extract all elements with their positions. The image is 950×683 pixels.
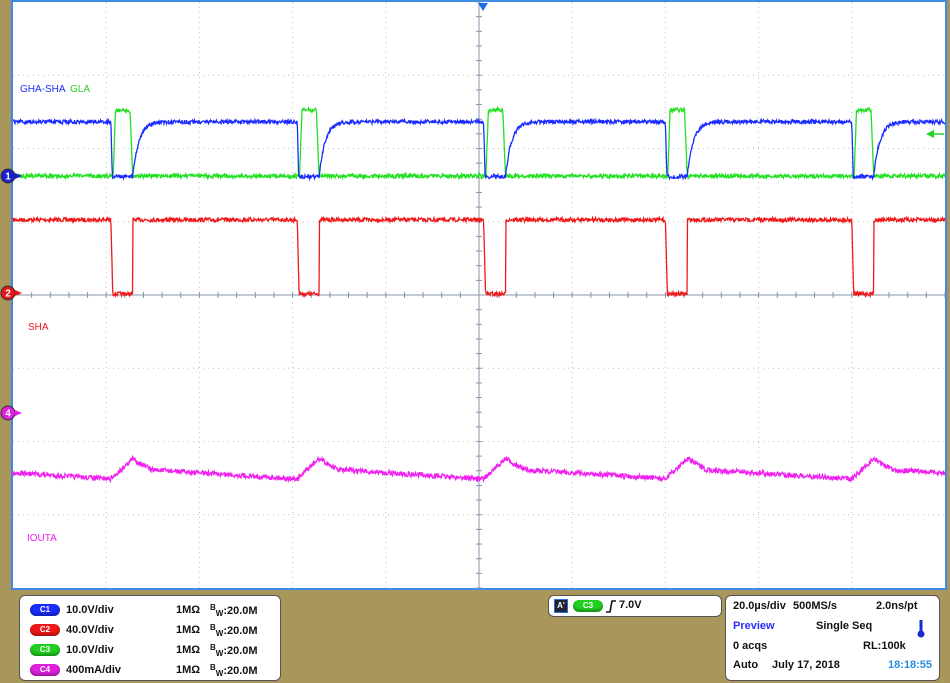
channel-badge: C1: [30, 604, 60, 616]
input-impedance: 1MΩ: [176, 624, 201, 636]
trace-sha: [12, 215, 946, 299]
trigger-position-marker[interactable]: [478, 3, 488, 11]
bandwidth-limit: BW:20.0M: [210, 602, 258, 618]
channel-row-3[interactable]: C3 10.0V/div 1MΩ BW:20.0M: [30, 642, 258, 658]
vertical-scale: 10.0V/div: [66, 604, 114, 616]
channel-markers: 1 2 4: [0, 168, 22, 421]
trigger-level-marker[interactable]: [926, 130, 934, 138]
label-gha-sha: GHA-SHA: [20, 84, 66, 95]
sample-rate: 500MS/s: [793, 600, 838, 612]
channel-row-2[interactable]: C2 40.0V/div 1MΩ BW:20.0M: [30, 622, 258, 638]
oscilloscope-display: 1 2 4 GHA-SHA GLA SHA IOUTA: [0, 0, 947, 590]
input-impedance: 1MΩ: [176, 644, 201, 656]
trace-iouta: [12, 454, 946, 484]
vertical-scale: 400mA/div: [66, 664, 122, 676]
trace-gla: [12, 105, 946, 181]
channel-marker-label: 1: [5, 172, 11, 183]
marker-arrow-icon: [15, 173, 22, 179]
trigger-panel[interactable]: A' C3 7.0V: [548, 595, 722, 617]
input-impedance: 1MΩ: [176, 664, 201, 676]
trace-gha-sha: [12, 117, 946, 182]
trigger-level: 7.0V: [619, 599, 642, 611]
label-gla: GLA: [70, 84, 90, 95]
trigger-a-badge: A': [554, 599, 568, 613]
thermometer-icon: [917, 620, 925, 638]
marker-arrow-icon: [15, 410, 22, 416]
waveforms: [12, 105, 946, 484]
timebase-panel[interactable]: 20.0µs/div 500MS/s 2.0ns/pt Preview Sing…: [725, 595, 940, 681]
channel-marker-label: 2: [5, 289, 11, 300]
marker-arrow-icon: [15, 290, 22, 296]
channel-row-4[interactable]: C4 400mA/div 1MΩ BW:20.0M: [30, 662, 258, 678]
input-impedance: 1MΩ: [176, 604, 201, 616]
bandwidth-limit: BW:20.0M: [210, 622, 258, 638]
channel-badge: C2: [30, 624, 60, 636]
resolution: 2.0ns/pt: [876, 600, 918, 612]
label-sha: SHA: [28, 322, 49, 333]
channel-row-1[interactable]: C1 10.0V/div 1MΩ BW:20.0M: [30, 602, 258, 618]
vertical-scale: 10.0V/div: [66, 644, 114, 656]
horizontal-scale: 20.0µs/div: [733, 600, 786, 612]
channel-settings-panel[interactable]: C1 10.0V/div 1MΩ BW:20.0M C2 40.0V/div 1MΩ BW:2…: [19, 595, 281, 681]
trigger-mode: Auto: [733, 659, 759, 671]
bandwidth-limit: BW:20.0M: [210, 642, 258, 658]
record-length: RL:100k: [863, 640, 906, 652]
acquisition-state: Preview: [733, 620, 775, 632]
date: July 17, 2018: [772, 659, 840, 671]
channel-badge: C4: [30, 664, 60, 676]
acquisition-count: 0 acqs: [733, 640, 768, 652]
vertical-scale: 40.0V/div: [66, 624, 114, 636]
rising-edge-icon: [606, 600, 616, 613]
time: 18:18:55: [888, 659, 933, 671]
bandwidth-limit: BW:20.0M: [210, 662, 258, 678]
trigger-source-badge: C3: [573, 600, 603, 612]
channel-badge: C3: [30, 644, 60, 656]
acquisition-mode: Single Seq: [816, 620, 873, 632]
label-iouta: IOUTA: [27, 533, 57, 544]
channel-marker-label: 4: [5, 409, 11, 420]
